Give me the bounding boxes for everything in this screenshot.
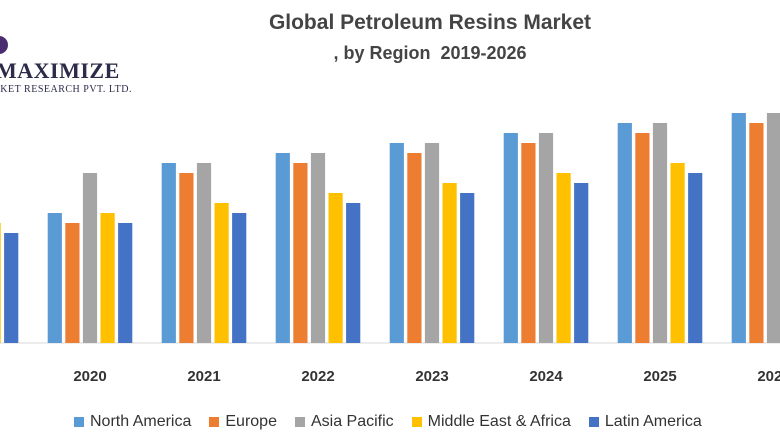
bar-2023-north-america <box>389 143 404 343</box>
bar-2020-middle-east-africa <box>100 213 115 343</box>
x-tick-label: 2026 <box>757 368 780 385</box>
bar-2019-latin-america <box>4 233 19 343</box>
bar-2026-europe <box>749 123 764 343</box>
logo-name: MAXIMIZE <box>0 58 120 83</box>
bar-2022-europe <box>293 163 308 343</box>
bar-2021-europe <box>179 173 194 343</box>
bar-2024-north-america <box>503 133 518 343</box>
bar-2024-europe <box>521 143 536 343</box>
bar-2025-middle-east-africa <box>670 163 685 343</box>
bar-2024-middle-east-africa <box>556 173 571 343</box>
bar-2025-north-america <box>617 123 632 343</box>
chart-subtitle: , by Region 2019-2026 <box>333 43 527 63</box>
bar-2021-middle-east-africa <box>214 203 229 343</box>
bar-2020-europe <box>65 223 80 343</box>
legend-swatch <box>588 417 599 427</box>
legend-label: Asia Pacific <box>310 413 394 430</box>
bar-2020-north-america <box>47 213 62 343</box>
legend-item: North America <box>74 413 191 431</box>
logo-subtitle: MARKET RESEARCH PVT. LTD. <box>0 84 132 95</box>
bar-2020-latin-america <box>118 223 133 343</box>
x-tick-label: 2023 <box>415 368 448 385</box>
bar-2026-asia-pacific <box>766 113 780 343</box>
bar-2024-latin-america <box>574 183 589 343</box>
logo-mark-icon <box>0 36 8 54</box>
legend-item: Europe <box>209 413 277 431</box>
bar-2022-latin-america <box>346 203 361 343</box>
legend-swatch <box>294 417 305 427</box>
bar-2026-north-america <box>731 113 746 343</box>
bar-2025-europe <box>635 133 650 343</box>
bar-2022-asia-pacific <box>310 153 326 343</box>
bar-2021-latin-america <box>232 213 247 343</box>
legend-item: Latin America <box>588 413 702 431</box>
x-tick-label: 2024 <box>529 368 563 385</box>
legend-swatch <box>411 417 422 427</box>
bar-2023-middle-east-africa <box>442 183 457 343</box>
legend-label: North America <box>90 413 192 430</box>
bar-2019-middle-east-africa <box>0 223 1 343</box>
bar-2025-latin-america <box>688 173 703 343</box>
bar-2023-europe <box>407 153 422 343</box>
bar-2022-north-america <box>275 153 290 343</box>
legend-label: Latin America <box>604 413 702 430</box>
bar-2024-asia-pacific <box>538 133 554 343</box>
bar-2022-middle-east-africa <box>328 193 343 343</box>
chart-legend: North America Europe Asia Pacific Middle Ea… <box>74 413 702 431</box>
x-tick-label: 2020 <box>73 368 106 385</box>
legend-label: Middle East & Africa <box>427 413 571 430</box>
legend-item: Middle East & Africa <box>411 413 571 431</box>
bar-2021-asia-pacific <box>196 163 212 343</box>
legend-item: Asia Pacific <box>294 413 394 431</box>
x-tick-label: 2025 <box>643 368 676 385</box>
chart-title: Global Petroleum Resins Market <box>268 11 592 34</box>
legend-swatch <box>209 417 220 427</box>
bar-2020-asia-pacific <box>82 173 98 343</box>
x-tick-label: 2021 <box>187 368 220 385</box>
bar-2023-latin-america <box>460 193 475 343</box>
bar-2021-north-america <box>161 163 176 343</box>
legend-label: Europe <box>225 413 277 430</box>
x-tick-label: 2022 <box>301 368 334 385</box>
bar-2023-asia-pacific <box>424 143 440 343</box>
legend-swatch <box>74 417 84 427</box>
bar-2025-asia-pacific <box>652 123 668 343</box>
